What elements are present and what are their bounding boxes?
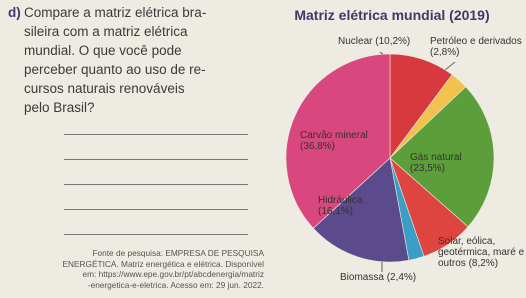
source-line: Fonte de pesquisa: EMPRESA DE PESQUISA	[92, 248, 264, 258]
question-line: sileira com a matriz elétrica	[24, 24, 188, 39]
slice-label: Biomassa (2,4%)	[340, 272, 430, 283]
question: d) Compare a matriz elétrica bra-sileira…	[4, 3, 254, 117]
value-label: (2,8%)	[430, 47, 460, 58]
pie-slice	[389, 86, 495, 228]
value-label: (10,2%)	[375, 36, 411, 47]
slice-label: Hidráulica (16,1%)	[318, 195, 378, 217]
value-label: (8,2%)	[468, 258, 499, 269]
slice-label: Carvão mineral (36,8%)	[300, 130, 372, 152]
chart-title: Matriz elétrica mundial (2019)	[294, 7, 489, 23]
category-name: Carvão mineral	[300, 130, 368, 141]
question-line: pelo Brasil?	[24, 100, 95, 115]
category-name: Biomassa	[340, 272, 384, 283]
pie-slice	[312, 157, 410, 263]
category-name: Petróleo e derivados	[430, 36, 522, 47]
source-line: -energetica-e-eletrica. Acesso em: 29 ju…	[87, 279, 264, 290]
question-line: mundial. O que você pode	[24, 43, 182, 58]
answer-line	[64, 159, 248, 160]
category-name: Gás natural	[410, 152, 462, 163]
question-line: perceber quanto ao uso de re-	[24, 62, 206, 77]
value-label: (16,1%)	[318, 206, 354, 217]
answer-line	[64, 234, 248, 235]
slice-label: Solar, eólica, geotérmica, maré e outros…	[438, 236, 526, 269]
answer-line	[64, 184, 248, 185]
source: Fonte de pesquisa: EMPRESA DE PESQUISA EN…	[2, 248, 264, 290]
question-label: d)	[8, 5, 21, 20]
value-label: (36,8%)	[300, 141, 336, 152]
question-line: cursos naturais renováveis	[24, 81, 185, 96]
category-name: Hidráulica	[318, 195, 363, 206]
source-line: ENERGÉTICA. Matriz energética e elétrica…	[62, 258, 264, 269]
slice-label: Gás natural (23,5%)	[410, 152, 480, 174]
slice-label: Nuclear (10,2%)	[338, 36, 418, 47]
category-name: Nuclear	[338, 36, 373, 47]
question-line: Compare a matriz elétrica bra-	[24, 5, 207, 20]
source-line: em: https://www.epe.gov.br/pt/abcdenergi…	[82, 269, 264, 279]
slice-label: Petróleo e derivados (2,8%)	[430, 36, 522, 58]
category-name: Solar, eólica, geotérmica, maré e outros	[438, 236, 525, 269]
pie-slice	[285, 53, 391, 229]
value-label: (2,4%)	[386, 272, 417, 283]
answer-line	[64, 209, 248, 210]
value-label: (23,5%)	[410, 163, 446, 174]
answer-line	[64, 134, 248, 135]
